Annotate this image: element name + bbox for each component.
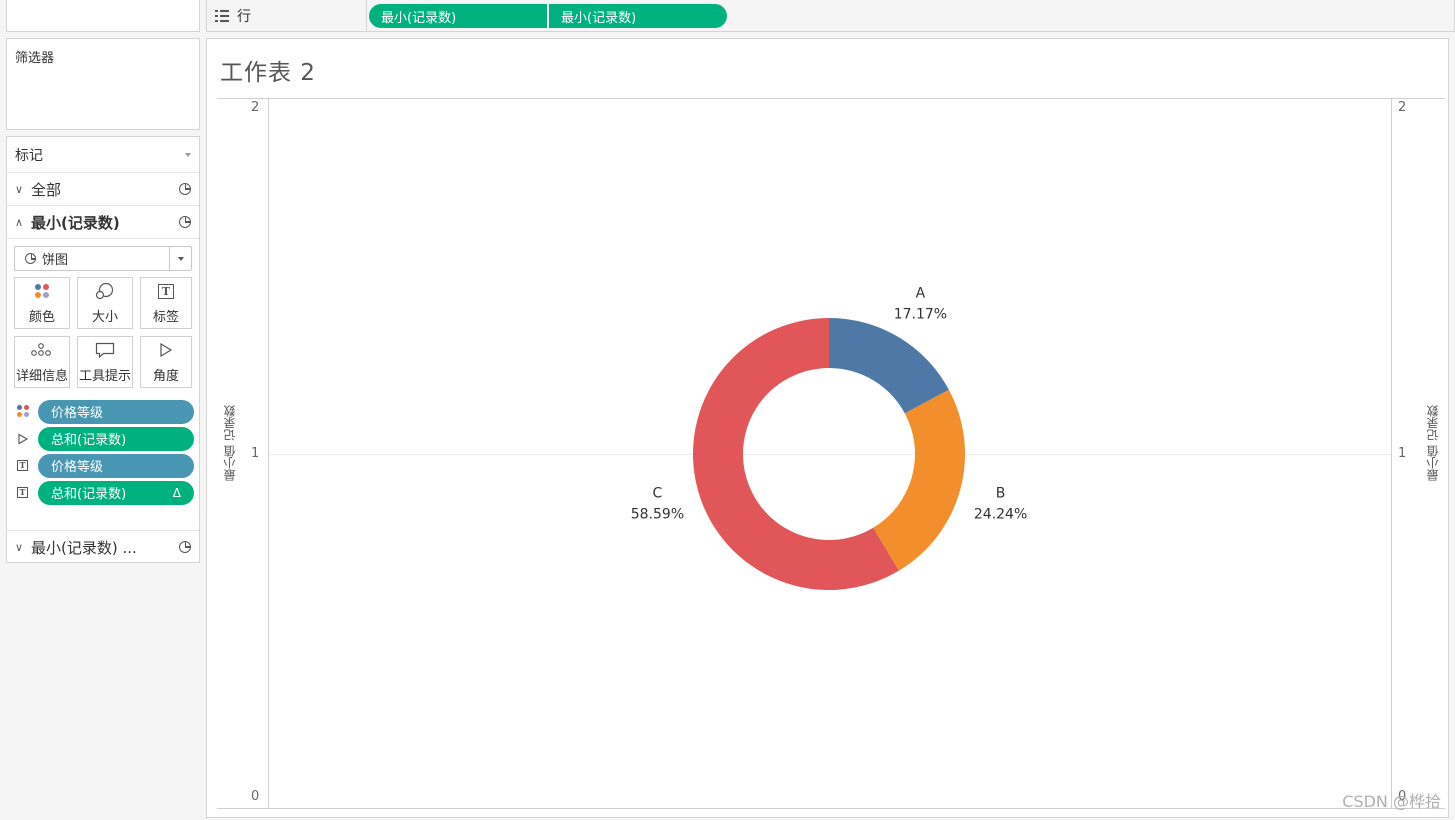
rows-label-text: 行 bbox=[237, 8, 251, 25]
slice-label-value-A: 17.17% bbox=[894, 306, 947, 322]
left-tick-2: 2 bbox=[251, 100, 260, 115]
marks-card: 标记 ∨ 全部 ∧ 最小(记录数) 饼图 颜色 大小 T bbox=[6, 136, 200, 563]
rows-pill-2[interactable]: 最小(记录数) bbox=[549, 4, 727, 28]
tooltip-button-label: 工具提示 bbox=[78, 369, 131, 384]
field-pill-sum-records[interactable]: 总和(记录数) bbox=[38, 426, 194, 451]
rows-shelf[interactable]: 行 最小(记录数) 最小(记录数) bbox=[206, 0, 1455, 32]
pie-icon bbox=[179, 216, 191, 228]
mark-field-row: T 价格等级 bbox=[14, 452, 194, 479]
mark-fields: 价格等级 总和(记录数) T 价格等级 T 总和(记录数) Δ bbox=[14, 398, 194, 506]
marks-section-last-label: 最小(记录数) ... bbox=[31, 538, 137, 557]
size-circles-icon bbox=[95, 280, 115, 302]
field-pill-price-level-label[interactable]: 价格等级 bbox=[38, 453, 194, 478]
delta-icon: Δ bbox=[172, 485, 181, 500]
mark-field-row: T 总和(记录数) Δ bbox=[14, 479, 194, 506]
worksheet: 工作表 2 2 1 0 2 1 0 最小值 记录数 最小值 记录数 A 17.17… bbox=[206, 38, 1449, 818]
list-icon bbox=[215, 9, 229, 22]
tooltip-button[interactable]: 工具提示 bbox=[77, 336, 133, 388]
mark-field-row: 价格等级 bbox=[14, 398, 194, 425]
field-pill-sum-records-label[interactable]: 总和(记录数) Δ bbox=[38, 480, 194, 505]
slice-label-category-C: C bbox=[653, 485, 663, 501]
slice-label-value-B: 24.24% bbox=[974, 506, 1027, 522]
marks-section-all-label: 全部 bbox=[31, 180, 62, 199]
angle-icon bbox=[158, 339, 174, 361]
color-dots-icon bbox=[14, 405, 38, 418]
marks-section-current[interactable]: ∧ 最小(记录数) bbox=[7, 206, 199, 239]
angle-icon bbox=[14, 433, 38, 445]
right-axis-line bbox=[1391, 99, 1392, 808]
label-button-label: 标签 bbox=[152, 310, 179, 325]
text-label-icon: T bbox=[14, 460, 38, 471]
filters-title: 筛选器 bbox=[15, 51, 55, 66]
right-tick-2: 2 bbox=[1398, 100, 1407, 115]
detail-dots-icon bbox=[31, 339, 53, 361]
field-pill-price-level[interactable]: 价格等级 bbox=[38, 399, 194, 424]
left-axis-line bbox=[268, 99, 269, 808]
color-button[interactable]: 颜色 bbox=[14, 277, 70, 329]
marks-section-last[interactable]: ∨ 最小(记录数) ... bbox=[7, 530, 199, 563]
marks-title: 标记 bbox=[15, 147, 43, 164]
right-tick-1: 1 bbox=[1398, 446, 1407, 461]
slice-label-value-C: 58.59% bbox=[631, 506, 684, 522]
tooltip-icon bbox=[95, 339, 115, 361]
chevron-up-icon: ∧ bbox=[15, 215, 24, 229]
rows-shelf-label: 行 bbox=[207, 0, 367, 31]
label-button[interactable]: T 标签 bbox=[140, 277, 192, 329]
color-button-label: 颜色 bbox=[28, 310, 55, 325]
left-tick-0: 0 bbox=[251, 789, 260, 804]
slice-label-category-B: B bbox=[996, 485, 1006, 501]
pie-icon bbox=[25, 253, 36, 264]
detail-button-label: 详细信息 bbox=[15, 369, 68, 384]
left-tick-1: 1 bbox=[251, 446, 260, 461]
dropdown-arrow-icon[interactable] bbox=[169, 247, 191, 270]
pie-icon bbox=[179, 541, 191, 553]
marks-section-all[interactable]: ∨ 全部 bbox=[7, 173, 199, 206]
chevron-down-icon: ∨ bbox=[15, 182, 24, 196]
field-pill-sum-records-label-text: 总和(记录数) bbox=[51, 487, 127, 502]
chevron-down-icon: ∨ bbox=[15, 540, 24, 554]
mark-type-select[interactable]: 饼图 bbox=[14, 246, 192, 271]
text-label-icon: T bbox=[14, 487, 38, 498]
marks-menu-caret-icon[interactable] bbox=[185, 152, 191, 157]
marks-section-current-label: 最小(记录数) bbox=[31, 213, 120, 232]
rows-pill-1[interactable]: 最小(记录数) bbox=[369, 4, 547, 28]
donut-slice-A[interactable] bbox=[829, 318, 949, 414]
donut-slice-C[interactable] bbox=[693, 318, 899, 590]
watermark: CSDN @桦拾 bbox=[1342, 792, 1441, 811]
gridline-1 bbox=[269, 454, 1391, 455]
size-button-label: 大小 bbox=[91, 310, 118, 325]
size-button[interactable]: 大小 bbox=[77, 277, 133, 329]
color-dots-icon bbox=[35, 280, 49, 302]
plot-area[interactable]: 2 1 0 2 1 0 最小值 记录数 最小值 记录数 A 17.17% B 24.2… bbox=[217, 98, 1445, 809]
slice-label-category-A: A bbox=[916, 285, 926, 301]
detail-button[interactable]: 详细信息 bbox=[14, 336, 70, 388]
mark-field-row: 总和(记录数) bbox=[14, 425, 194, 452]
angle-button[interactable]: 角度 bbox=[140, 336, 192, 388]
right-tick-0: 0 bbox=[1398, 789, 1407, 804]
donut-chart[interactable]: A 17.17% B 24.24% C 58.59% bbox=[217, 99, 1445, 810]
top-left-pane bbox=[6, 0, 200, 32]
marks-header: 标记 bbox=[7, 137, 199, 173]
donut-slice-B[interactable] bbox=[873, 389, 965, 571]
worksheet-title[interactable]: 工作表 2 bbox=[220, 60, 316, 86]
filters-card[interactable]: 筛选器 bbox=[6, 38, 200, 130]
mark-type-value: 饼图 bbox=[42, 253, 69, 268]
mark-buttons: 颜色 大小 T 标签 详细信息 工具提示 bbox=[14, 277, 194, 388]
text-label-icon: T bbox=[158, 280, 174, 302]
pie-icon bbox=[179, 183, 191, 195]
angle-button-label: 角度 bbox=[152, 369, 179, 384]
